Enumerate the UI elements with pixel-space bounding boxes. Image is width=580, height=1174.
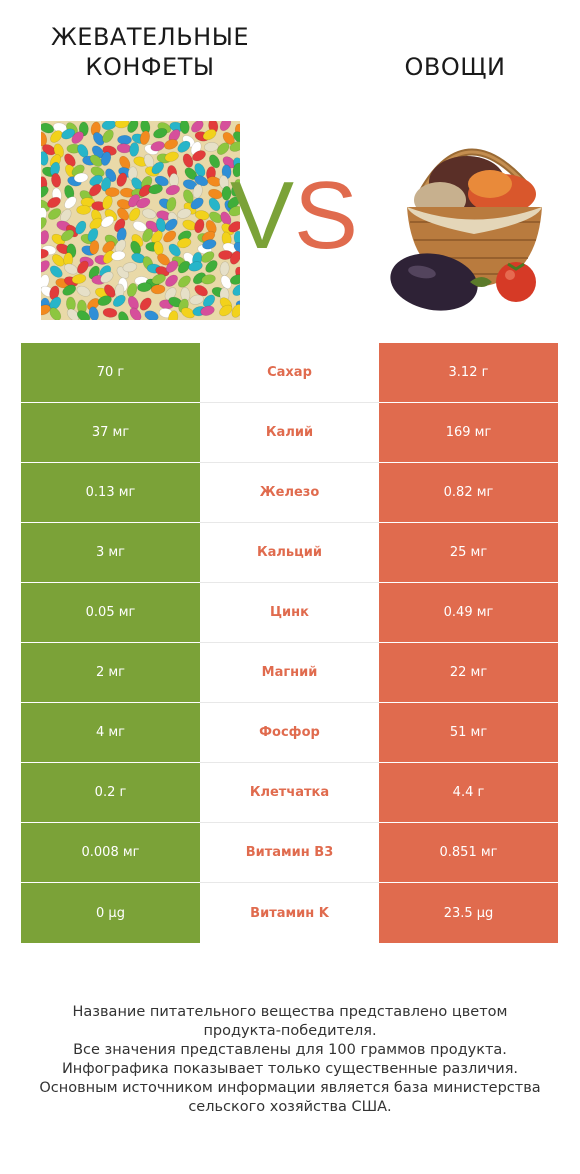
footer-line: продукта-победителя. xyxy=(203,1023,377,1039)
footer-line: Основным источником информации является … xyxy=(39,1080,541,1096)
vs-v-letter: V xyxy=(230,168,294,258)
nutrient-name: Калий xyxy=(200,403,379,463)
right-value: 4.4 г xyxy=(379,763,558,823)
nutrient-name: Витамин B3 xyxy=(200,823,379,883)
left-value: 0.2 г xyxy=(21,763,200,823)
left-value: 0 µg xyxy=(21,883,200,943)
right-value: 0.49 мг xyxy=(379,583,558,643)
footer-line: Инфографика показывает только существенн… xyxy=(61,1061,519,1077)
nutrient-comparison-table: 70 г Сахар 3.12 г 37 мг Калий 169 мг 0.13 мг Же… xyxy=(21,343,558,943)
vegetable-basket-image xyxy=(390,148,542,311)
nutrient-name: Кальций xyxy=(200,523,379,583)
nutrient-name: Витамин K xyxy=(200,883,379,943)
vs-s-letter: S xyxy=(294,168,358,258)
nutrient-name: Сахар xyxy=(200,343,379,403)
table-row: 37 мг Калий 169 мг xyxy=(21,403,558,463)
right-value: 0.82 мг xyxy=(379,463,558,523)
right-value: 25 мг xyxy=(379,523,558,583)
right-value: 51 мг xyxy=(379,703,558,763)
table-row: 4 мг Фосфор 51 мг xyxy=(21,703,558,763)
left-value: 4 мг xyxy=(21,703,200,763)
left-value: 70 г xyxy=(21,343,200,403)
table-row: 0.2 г Клетчатка 4.4 г xyxy=(21,763,558,823)
right-value: 22 мг xyxy=(379,643,558,703)
table-row: 0.13 мг Железо 0.82 мг xyxy=(21,463,558,523)
table-row: 0 µg Витамин K 23.5 µg xyxy=(21,883,558,943)
left-food-title: ЖЕВАТЕЛЬНЫЕ КОНФЕТЫ xyxy=(50,23,250,81)
table-row: 0.05 мг Цинк 0.49 мг xyxy=(21,583,558,643)
left-value: 0.05 мг xyxy=(21,583,200,643)
footer-note: Название питательного вещества представл… xyxy=(20,1003,560,1117)
nutrient-name: Железо xyxy=(200,463,379,523)
table-row: 2 мг Магний 22 мг xyxy=(21,643,558,703)
right-food-title: ОВОЩИ xyxy=(404,53,506,81)
left-value: 2 мг xyxy=(21,643,200,703)
footer-line: сельского хозяйства США. xyxy=(188,1099,392,1115)
right-value: 23.5 µg xyxy=(379,883,558,943)
left-value: 0.13 мг xyxy=(21,463,200,523)
right-value: 0.851 мг xyxy=(379,823,558,883)
nutrient-name: Магний xyxy=(200,643,379,703)
nutrient-name: Клетчатка xyxy=(200,763,379,823)
nutrient-name: Фосфор xyxy=(200,703,379,763)
table-row: 70 г Сахар 3.12 г xyxy=(21,343,558,403)
table-row: 0.008 мг Витамин B3 0.851 мг xyxy=(21,823,558,883)
jelly-beans-image xyxy=(41,121,240,320)
footer-line: Название питательного вещества представл… xyxy=(72,1004,508,1020)
vs-label: V S xyxy=(230,168,358,258)
table-row: 3 мг Кальций 25 мг xyxy=(21,523,558,583)
nutrient-name: Цинк xyxy=(200,583,379,643)
left-value: 3 мг xyxy=(21,523,200,583)
right-value: 169 мг xyxy=(379,403,558,463)
footer-line: Все значения представлены для 100 граммо… xyxy=(73,1042,507,1058)
left-value: 37 мг xyxy=(21,403,200,463)
right-value: 3.12 г xyxy=(379,343,558,403)
left-value: 0.008 мг xyxy=(21,823,200,883)
